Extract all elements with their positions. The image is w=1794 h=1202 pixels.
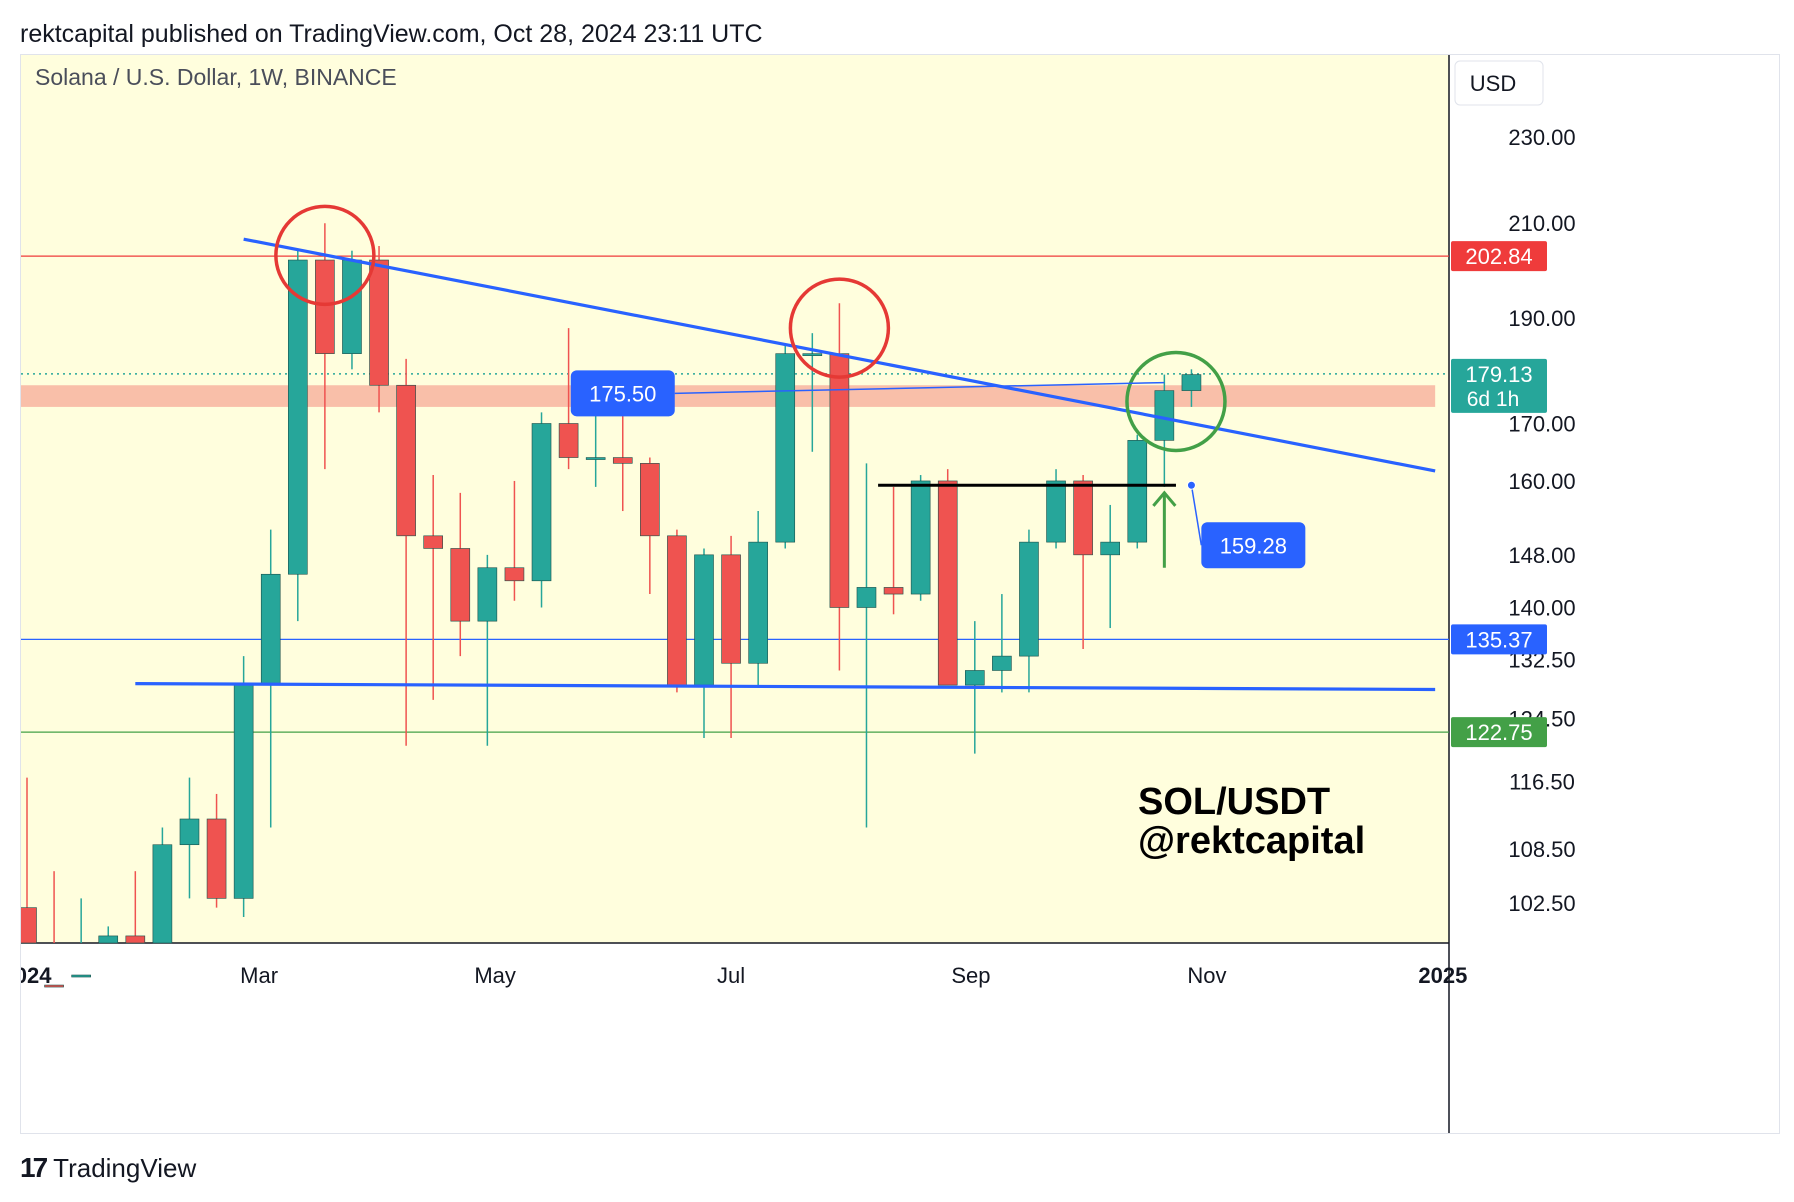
currency-button-label[interactable]: USD xyxy=(1470,71,1516,96)
candle-body-28 xyxy=(748,541,768,664)
y-tick-11: 102.50 xyxy=(1508,891,1575,916)
candle-body-17 xyxy=(450,548,471,622)
chart-title: Solana / U.S. Dollar, 1W, BINANCE xyxy=(35,64,397,90)
trendline-descending xyxy=(243,237,1436,473)
candle-body-42 xyxy=(1127,440,1148,543)
y-tick-3: 170.00 xyxy=(1508,411,1575,436)
price-label-3: 179.13 xyxy=(1465,362,1532,387)
price-label-box-1 xyxy=(1451,624,1547,655)
price-chart[interactable]: 175.50 159.28 Solana / U.S. Dollar, 1W, BI… xyxy=(21,55,1779,1133)
candle-body-37 xyxy=(992,655,1012,671)
candle-body-23 xyxy=(612,457,633,464)
candle-body-41 xyxy=(1100,541,1120,556)
candle-body-20 xyxy=(531,423,552,582)
x-tick-1: Mar xyxy=(240,963,278,988)
currency-button[interactable] xyxy=(1454,60,1544,106)
x-tick-2: May xyxy=(474,963,516,988)
candle-body-6 xyxy=(152,844,173,944)
y-tick-1: 210.00 xyxy=(1508,211,1575,236)
published-caption: rektcapital published on TradingView.com… xyxy=(20,20,763,48)
price-axis-area xyxy=(1449,55,1779,943)
candle-body-40 xyxy=(1073,480,1093,556)
footer-logo-text: TradingView xyxy=(53,1152,197,1183)
highlight-circle-1 xyxy=(788,277,891,379)
candle-body-8 xyxy=(206,818,227,899)
y-tick-9: 116.50 xyxy=(1509,770,1575,795)
candle-body-44 xyxy=(1181,374,1202,391)
y-tick-10: 108.50 xyxy=(1508,837,1575,862)
callout-leader-0 xyxy=(674,381,1165,395)
candle-body-4 xyxy=(98,935,119,944)
candle-body-19 xyxy=(504,567,525,582)
candle-body-39 xyxy=(1046,480,1066,543)
candle-body-5 xyxy=(125,935,146,944)
x-tick-4: Sep xyxy=(951,963,990,988)
callout-anchor-1 xyxy=(1186,480,1196,490)
candle-body-31 xyxy=(829,353,850,608)
price-label-box-2 xyxy=(1451,717,1547,748)
watermark-author: @rektcapital xyxy=(1138,820,1365,862)
candle-body-22 xyxy=(585,457,606,460)
watermark-pair: SOL/USDT xyxy=(1138,781,1330,823)
candle-body-26 xyxy=(694,554,714,686)
callout-box-1[interactable] xyxy=(1201,522,1306,569)
highlight-circle-2 xyxy=(1125,350,1227,453)
y-tick-4: 160.00 xyxy=(1508,469,1575,494)
candle-body-3 xyxy=(71,974,91,978)
price-label-0: 202.84 xyxy=(1465,244,1532,269)
candle-body-14 xyxy=(369,259,389,386)
candle-body-38 xyxy=(1019,541,1039,657)
candle-body-2 xyxy=(44,984,64,988)
up-arrow-icon xyxy=(1152,490,1177,507)
callout-label-1[interactable]: 159.28 xyxy=(1220,533,1287,558)
y-tick-5: 148.00 xyxy=(1508,543,1575,568)
price-label-box-3 xyxy=(1451,358,1547,413)
candle-body-1 xyxy=(21,907,37,944)
price-label-2: 122.75 xyxy=(1465,720,1532,745)
trendline-range-low xyxy=(135,681,1436,692)
candle-body-13 xyxy=(342,259,362,354)
candle-body-35 xyxy=(937,480,958,686)
candle-body-30 xyxy=(802,353,823,356)
candle-body-24 xyxy=(640,463,660,537)
candle-body-34 xyxy=(910,480,931,595)
candle-body-15 xyxy=(396,384,416,537)
x-tick-6: 2025 xyxy=(1418,963,1467,988)
callout-label-0[interactable]: 175.50 xyxy=(589,381,656,406)
price-label-countdown-3: 6d 1h xyxy=(1467,388,1520,411)
candle-body-29 xyxy=(775,353,796,543)
price-label-box-0 xyxy=(1451,241,1547,272)
candle-body-21 xyxy=(558,423,579,458)
plot-area xyxy=(21,55,1449,943)
y-tick-0: 230.00 xyxy=(1508,125,1575,150)
callout-box-0[interactable] xyxy=(570,370,675,417)
footer-logo[interactable]: 17 TradingView xyxy=(20,1152,196,1184)
candle-body-36 xyxy=(964,670,985,686)
time-axis-area xyxy=(21,943,1449,1133)
tradingview-logo-icon: 17 xyxy=(20,1152,48,1183)
x-tick-3: Jul xyxy=(717,963,745,988)
x-tick-5: Nov xyxy=(1187,963,1226,988)
y-tick-2: 190.00 xyxy=(1508,306,1575,331)
y-tick-6: 140.00 xyxy=(1508,596,1575,621)
candle-body-18 xyxy=(477,567,498,622)
candle-body-16 xyxy=(423,535,444,549)
candle-body-10 xyxy=(260,573,281,686)
candle-body-11 xyxy=(287,259,308,575)
candle-body-27 xyxy=(721,554,741,664)
chart-frame: 175.50 159.28 Solana / U.S. Dollar, 1W, BI… xyxy=(20,54,1780,1134)
x-tick-0: 2024 xyxy=(21,963,52,988)
candle-body-9 xyxy=(233,684,254,899)
candle-body-32 xyxy=(856,587,877,608)
candle-body-12 xyxy=(315,259,335,354)
candle-body-25 xyxy=(667,535,687,686)
highlight-circle-0 xyxy=(274,204,376,307)
candle-body-7 xyxy=(179,818,200,846)
candle-body-33 xyxy=(883,587,904,595)
price-label-1: 135.37 xyxy=(1465,627,1532,652)
callout-leader-1 xyxy=(1190,485,1203,546)
